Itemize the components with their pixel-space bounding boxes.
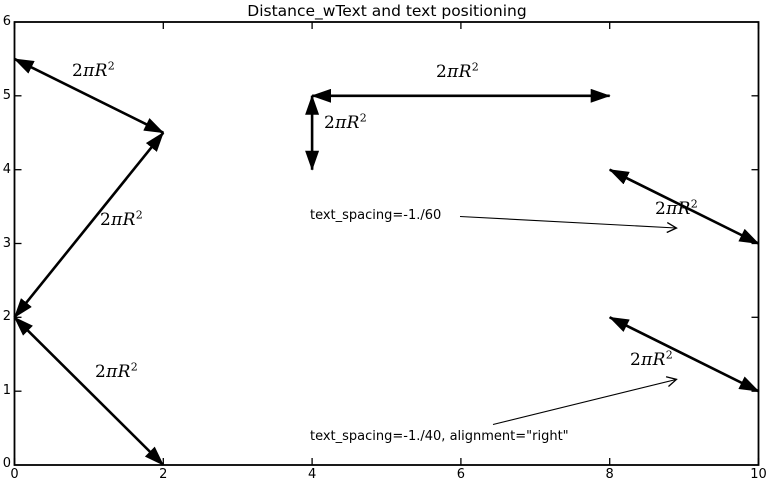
- x-tick-label: 10: [750, 467, 767, 482]
- y-tick-label: 4: [2, 161, 11, 177]
- y-tick-label: 1: [2, 383, 11, 399]
- math-var: R: [117, 362, 131, 382]
- y-tick-label: 0: [2, 456, 11, 471]
- math-exp: 2: [665, 348, 674, 362]
- math-label: 2πR2: [324, 111, 368, 133]
- math-var: R: [94, 61, 108, 81]
- math-exp: 2: [359, 111, 368, 125]
- math-label: 2πR2: [95, 360, 139, 382]
- y-tick-label: 3: [2, 235, 11, 251]
- distance-arrow-3: [13, 316, 165, 466]
- math-pi: π: [447, 62, 459, 82]
- math-pi: π: [111, 210, 123, 230]
- y-tick-label: 2: [2, 309, 11, 325]
- math-pi: π: [666, 199, 678, 219]
- math-var: R: [677, 199, 691, 219]
- math-var: R: [346, 113, 360, 133]
- math-label: 2πR2: [436, 60, 480, 82]
- math-exp: 2: [471, 60, 480, 74]
- x-tick-label: 6: [456, 467, 466, 482]
- distance-arrow-7: [608, 316, 760, 393]
- math-label: 2πR2: [630, 348, 674, 370]
- x-tick-label: 4: [307, 467, 317, 482]
- math-var: R: [458, 62, 472, 82]
- annotation-text-spacing-60: text_spacing=-1./60: [310, 208, 442, 223]
- math-label: 2πR2: [655, 197, 699, 219]
- math-exp: 2: [135, 208, 144, 222]
- math-pi: π: [641, 350, 653, 370]
- axes-frame: [13, 21, 760, 466]
- math-label: 2πR2: [72, 59, 116, 81]
- distance-arrow-6: [608, 168, 760, 245]
- math-exp: 2: [130, 360, 139, 374]
- math-var: R: [652, 350, 666, 370]
- math-coeff: 2: [100, 210, 112, 230]
- x-tick-label: 0: [10, 467, 19, 482]
- annotation-text-spacing-40: text_spacing=-1./40, alignment="right": [310, 429, 569, 444]
- math-coeff: 2: [72, 61, 84, 81]
- math-pi: π: [335, 113, 347, 133]
- x-tick-label: 8: [605, 467, 614, 482]
- distance-arrow-1: [13, 57, 165, 134]
- math-coeff: 2: [655, 199, 667, 219]
- distance-arrow-2: [13, 131, 165, 319]
- math-var: R: [122, 210, 136, 230]
- annotation-arrow-60: [459, 215, 676, 229]
- x-tick-label: 2: [159, 467, 168, 482]
- math-pi: π: [106, 362, 118, 382]
- math-coeff: 2: [436, 62, 448, 82]
- math-coeff: 2: [324, 113, 336, 133]
- y-tick-label: 6: [2, 14, 11, 29]
- math-label: 2πR2: [100, 208, 144, 230]
- math-exp: 2: [690, 197, 699, 211]
- math-exp: 2: [107, 59, 116, 73]
- math-coeff: 2: [630, 350, 642, 370]
- math-pi: π: [83, 61, 95, 81]
- distance-arrows: [13, 57, 760, 466]
- chart-title: Distance_wText and text positioning: [247, 2, 527, 20]
- math-coeff: 2: [95, 362, 107, 382]
- annotation-arrows: [459, 215, 676, 426]
- annotation-arrow-40: [492, 380, 676, 426]
- y-tick-label: 5: [2, 87, 11, 103]
- axis-ticks: [13, 22, 760, 465]
